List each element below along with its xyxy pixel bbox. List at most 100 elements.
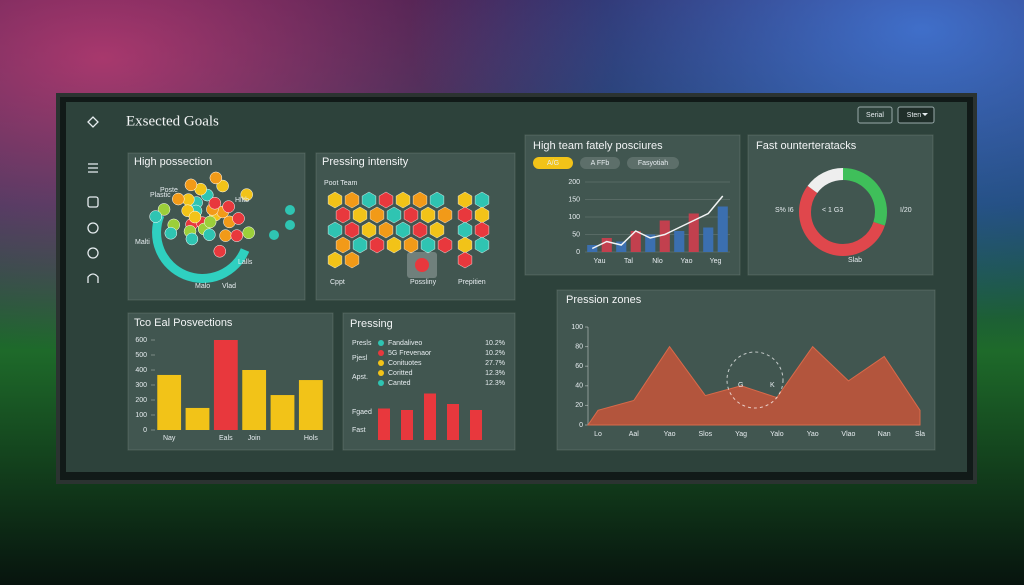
hex-cell [327,251,343,269]
button-label[interactable]: Sten [907,112,922,119]
pressing-map: Poot Team Cppt Possliny Prepitien [324,180,490,286]
hex-cell [395,191,411,209]
x-tick-label: Aal [629,431,640,438]
possession-dot [240,188,253,201]
x-tick-label: Yao [681,258,693,265]
hex-cell [386,236,402,254]
icon[interactable] [87,273,99,283]
y-tick-label: 60 [575,363,583,370]
tab-label: A FFb [591,160,610,167]
legend-value: 12.3% [485,380,505,387]
x-tick-label: Join [248,435,261,442]
tab[interactable] [533,157,573,169]
possession-dot [232,212,245,225]
sidebar [87,116,99,283]
map-label: Lalls [238,259,253,266]
map-label: Vlad [222,283,236,290]
row-label: Fgaed [352,409,372,416]
map-label: Poot Team [324,180,358,187]
page-title: Exsected Goals [126,113,219,129]
tab[interactable] [627,157,679,169]
legend-value: 10.2% [485,350,505,357]
tab-label: Fasyotiah [638,160,668,167]
map-label: Cppt [330,279,345,286]
bar [424,393,436,440]
chart-title: Fast ounterteratacks [756,140,857,152]
donut-segment [799,168,887,256]
button-label[interactable]: Serial [866,112,884,119]
focus-ring [726,351,784,409]
hex-cell [403,206,419,224]
hex-cell [344,221,360,239]
charts: High team fately posciures A/G A FFb Fasyot… [134,140,925,442]
annotation: Slab [848,257,862,264]
possession-dot [230,229,244,242]
x-tick-label: Nan [878,431,891,438]
hex-cell [395,221,411,239]
button[interactable] [897,106,935,124]
map-label: Poste [160,187,178,194]
y-tick-label: 80 [575,343,583,350]
icon[interactable] [87,116,99,128]
icon[interactable] [87,196,99,208]
hex-cell [457,251,473,269]
bar [703,227,714,252]
y-tick-label: 40 [575,383,583,390]
legend-value: 12.3% [485,370,505,377]
hex-cell [420,206,436,224]
y-tick-label: 200 [135,397,147,404]
possession-dot [285,205,295,215]
annotation: S% I6 [775,207,794,214]
possession-dot [184,178,198,192]
possession-dot [222,200,235,213]
chart-title: Pression zones [566,294,642,306]
bar [270,395,295,430]
icon[interactable] [88,163,98,173]
legend-swatch [378,360,384,366]
icon[interactable] [87,247,99,259]
possession-dot [213,245,227,258]
bar [616,241,627,252]
possession-arc [152,213,250,283]
possession-dot [203,228,216,241]
button[interactable] [857,106,893,124]
hex-cell [437,236,453,254]
hex-cell [352,206,368,224]
row-label: Presls [352,340,372,347]
y-tick-label: 400 [135,367,147,374]
possession-dot [203,215,217,229]
hex-cell [378,221,394,239]
tab[interactable] [580,157,620,169]
x-tick-label: Hols [304,435,319,442]
legend-swatch [378,370,384,376]
x-tick-label: Nlo [652,258,663,265]
hex-cell [378,191,394,209]
legend-label: Fandaliveo [388,340,422,347]
panel-title: High possection [134,156,212,168]
legend-value: 10.2% [485,340,505,347]
bar [717,206,728,252]
y-tick-label: 20 [575,402,583,409]
annotation: G [738,382,743,389]
annotation: K [770,382,775,389]
possession-dot [172,192,185,206]
dropdown-caret [922,113,928,116]
x-tick-label: Sla [915,431,925,438]
icon[interactable] [87,222,99,234]
legend-label: Canted [388,380,411,387]
y-tick-label: 150 [568,196,580,203]
y-tick-label: 100 [135,412,147,419]
hex-cell [335,236,351,254]
panel-title: Pressing intensity [322,156,409,168]
possession-dot [185,232,199,246]
tab-label: A/G [547,160,559,167]
hex-cell [403,236,419,254]
possession-dot [164,227,178,240]
y-tick-label: 300 [135,382,147,389]
possession-dot [219,229,232,242]
possession-dot [188,210,202,224]
possession-dot [157,203,171,216]
possession-dot [285,220,295,230]
map-label: Hlltb [235,197,249,204]
